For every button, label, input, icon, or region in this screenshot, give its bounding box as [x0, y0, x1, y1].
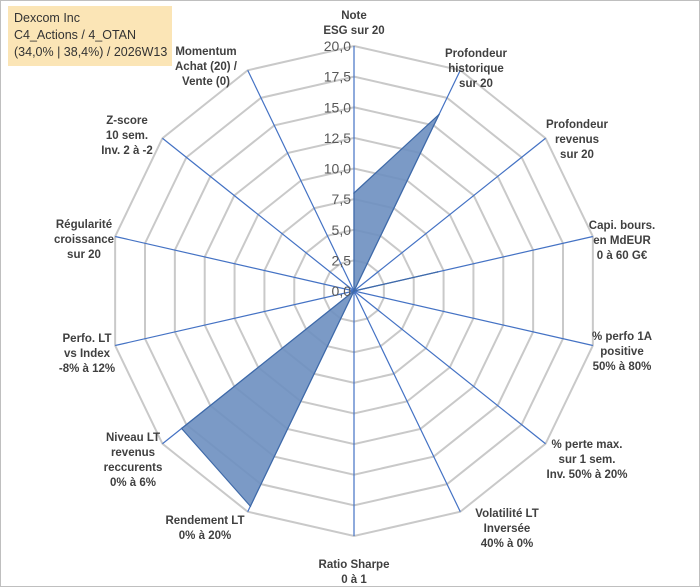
- tick-label-5: 12,5: [324, 130, 351, 146]
- chart-header-box: Dexcom Inc C4_Actions / 4_OTAN (34,0% | …: [8, 6, 172, 66]
- axis-label-line: ESG sur 20: [323, 25, 384, 37]
- axis-label-momentum: Momentum Achat (20) / Vente (0): [175, 46, 238, 88]
- axis-label-line: vs Index: [64, 348, 111, 360]
- tick-label-0: 0,0: [332, 283, 352, 299]
- axis-label-line: en MdEUR: [593, 235, 651, 247]
- axis-label-line: Inv. 2 à -2: [101, 145, 153, 157]
- spoke-regularite-croissance: [115, 235, 355, 292]
- axis-label-line: 50% à 80%: [593, 361, 652, 373]
- axis-label-line: Profondeur: [546, 119, 608, 131]
- data-point-note-esg: [353, 192, 355, 194]
- axis-label-line: % perfo 1A: [592, 331, 652, 343]
- axis-label-perte-max: % perte max. sur 1 sem. Inv. 50% à 20%: [547, 439, 628, 481]
- tick-label-1: 2,5: [332, 252, 352, 268]
- axis-label-line: Note: [341, 10, 367, 22]
- axis-label-rendement-lt: Rendement LT 0% à 20%: [165, 515, 244, 542]
- axis-label-line: Inversée: [484, 523, 531, 535]
- tick-label-8: 20,0: [324, 38, 351, 54]
- tick-label-4: 10,0: [324, 161, 351, 177]
- axis-label-line: Rendement LT: [165, 515, 244, 527]
- axis-label-line: croissance: [54, 234, 114, 246]
- axis-label-line: Profondeur: [445, 48, 507, 60]
- axis-label-line: 10 sem.: [106, 130, 148, 142]
- axis-label-line: revenus: [555, 134, 599, 146]
- tick-label-7: 17,5: [324, 69, 351, 85]
- axis-label-line: Achat (20) /: [175, 61, 238, 73]
- axis-label-line: Z-score: [106, 115, 148, 127]
- spoke-volatilite-lt: [353, 290, 461, 512]
- axis-label-line: 0% à 6%: [110, 477, 156, 489]
- tick-label-2: 5,0: [332, 222, 352, 238]
- axis-label-line: sur 1 sem.: [559, 454, 616, 466]
- axis-label-volatilite-lt: Volatilité LT Inversée 40% à 0%: [475, 508, 538, 550]
- spoke-z-score: [162, 137, 355, 292]
- axis-label-line: revenus: [111, 447, 155, 459]
- data-point-capi-bours: [436, 271, 439, 273]
- axis-label-line: Vente (0): [182, 76, 230, 88]
- series-area: [180, 113, 440, 508]
- axis-label-line: Volatilité LT: [475, 508, 538, 520]
- axis-label-line: Niveau LT: [106, 432, 160, 444]
- axis-label-line: 0 à 60 G€: [597, 250, 648, 262]
- axis-label-z-score: Z-score 10 sem. Inv. 2 à -2: [101, 115, 153, 157]
- tick-label-6: 15,0: [324, 99, 351, 115]
- axis-label-line: historique: [448, 63, 504, 75]
- axis-label-profondeur-revenus: Profondeur revenus sur 20: [546, 119, 608, 161]
- axis-label-line: Momentum: [175, 46, 236, 58]
- axis-label-line: -8% à 12%: [59, 363, 115, 375]
- data-point-niveau-lt-revenus: [180, 427, 183, 430]
- spoke-perfo-1a: [353, 290, 593, 347]
- axis-label-regularite-croissance: Régularité croissance sur 20: [54, 219, 114, 261]
- spoke-profondeur-revenus: [353, 137, 546, 292]
- axis-label-line: Ratio Sharpe: [319, 559, 390, 571]
- portfolio-category: C4_Actions / 4_OTAN: [14, 28, 137, 42]
- spoke-perte-max: [353, 290, 546, 445]
- data-point-rendement-lt: [249, 505, 252, 508]
- axis-label-line: 40% à 0%: [481, 538, 533, 550]
- tick-label-3: 7,5: [332, 191, 352, 207]
- axis-label-line: Perfo. LT: [63, 333, 112, 345]
- axis-label-line: positive: [600, 346, 643, 358]
- axis-label-line: Régularité: [56, 219, 112, 231]
- data-point-profondeur-historique: [438, 113, 440, 116]
- axis-label-line: 0 à 1: [341, 574, 367, 586]
- axis-label-line: % perte max.: [552, 439, 623, 451]
- axis-label-line: Inv. 50% à 20%: [547, 469, 628, 481]
- axis-label-capi-bours: Capi. bours. en MdEUR 0 à 60 G€: [589, 220, 655, 262]
- axis-label-line: Capi. bours.: [589, 220, 655, 232]
- axis-label-niveau-lt-revenus: Niveau LT revenus reccurents 0% à 6%: [104, 432, 163, 489]
- axis-label-perfo-lt: Perfo. LT vs Index -8% à 12%: [59, 333, 115, 375]
- spoke-perfo-lt: [115, 290, 355, 347]
- axis-label-line: sur 20: [560, 149, 594, 161]
- performance-week: (34,0% | 38,4%) / 2026W13: [14, 45, 168, 59]
- data-point-momentum: [353, 290, 355, 292]
- axis-label-line: reccurents: [104, 462, 163, 474]
- spoke-momentum: [247, 70, 355, 292]
- company-name: Dexcom Inc: [14, 11, 80, 25]
- axis-label-line: 0% à 20%: [179, 530, 231, 542]
- axis-label-perfo-1a: % perfo 1A positive 50% à 80%: [592, 331, 652, 373]
- axis-label-note-esg: Note ESG sur 20: [323, 10, 384, 37]
- axis-label-ratio-sharpe: Ratio Sharpe 0 à 1: [319, 559, 390, 586]
- axis-label-profondeur-historique: Profondeur historique sur 20: [445, 48, 507, 90]
- axis-label-line: sur 20: [459, 78, 493, 90]
- axis-label-line: sur 20: [67, 249, 101, 261]
